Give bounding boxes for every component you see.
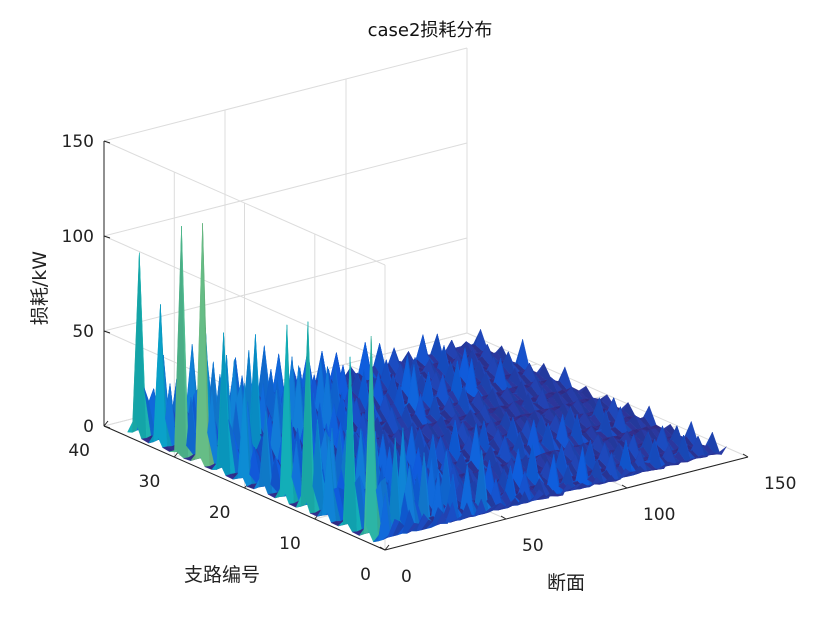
- surface-patch: [714, 446, 727, 455]
- y-axis-label: 支路编号: [184, 564, 260, 586]
- y-tick-label: 40: [68, 441, 90, 461]
- x-axis-label: 断面: [547, 572, 585, 594]
- y-tick-mark: [103, 420, 109, 427]
- y-tick-label: 30: [139, 472, 161, 492]
- x-tick-label: 0: [401, 567, 412, 587]
- y-tick-label: 20: [209, 503, 231, 523]
- x-tick-mark: [379, 546, 386, 551]
- z-tick-label: 100: [62, 227, 94, 247]
- y-tick-mark: [384, 544, 390, 551]
- chart-title: case2损耗分布: [368, 20, 493, 41]
- axis-lines: [103, 140, 749, 551]
- grid-line: [103, 142, 468, 237]
- y-tick-labels: 0 10 20 30 40: [68, 441, 371, 585]
- loss-surface: [127, 223, 727, 543]
- z-tick-mark: [103, 330, 111, 334]
- x-tick-label: 150: [764, 474, 796, 494]
- grid-line: [103, 237, 468, 332]
- z-tick-label: 0: [83, 417, 94, 437]
- x-axis-line: [384, 456, 749, 551]
- z-axis-label: 损耗/kW: [29, 251, 51, 325]
- x-tick-label: 100: [643, 505, 675, 525]
- grid-line: [103, 47, 468, 142]
- z-tick-label: 50: [72, 322, 94, 342]
- y-tick-label: 0: [360, 565, 371, 585]
- x-tick-mark: [742, 453, 749, 458]
- x-tick-mark: [500, 515, 507, 520]
- z-tick-mark: [103, 425, 111, 429]
- z-tick-mark: [103, 235, 111, 239]
- x-tick-mark: [621, 484, 628, 489]
- x-tick-label: 50: [522, 536, 544, 556]
- z-tick-labels: 0 50 100 150: [62, 132, 94, 437]
- x-tick-labels: 0 50 100 150: [401, 474, 796, 587]
- z-tick-mark: [103, 140, 111, 144]
- y-tick-label: 10: [279, 534, 301, 554]
- z-tick-label: 150: [62, 132, 94, 152]
